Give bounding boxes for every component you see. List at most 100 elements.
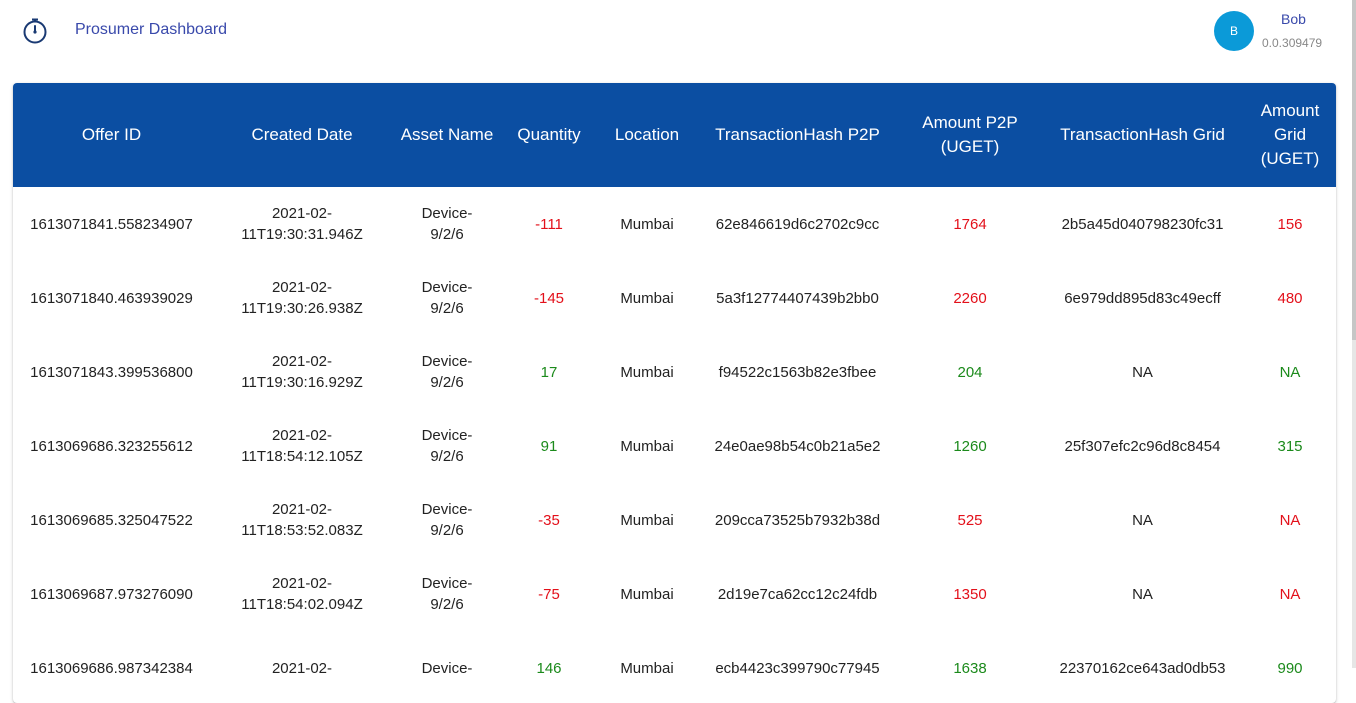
offer-id-cell: 1613069685.325047522 <box>30 511 193 529</box>
header-transaction-hash-p2p[interactable]: TransactionHash P2P <box>715 125 880 144</box>
amount-grid-cell: NA <box>1279 511 1301 529</box>
quantity-cell: -145 <box>533 289 565 307</box>
page-scrollbar[interactable] <box>1352 0 1356 668</box>
offer-id-cell: 1613069686.987342384 <box>30 659 193 677</box>
created-date-cell: 2021-02- 11T19:30:31.946Z <box>210 187 394 261</box>
header-created-date[interactable]: Created Date <box>251 125 353 144</box>
asset-name-part1: Device- <box>421 279 473 296</box>
amount-grid-cell: NA <box>1279 585 1301 603</box>
created-date-part1: 2021-02- <box>271 501 333 518</box>
offer-id-cell: 1613071840.463939029 <box>30 289 193 307</box>
scrollbar-thumb[interactable] <box>1352 0 1356 340</box>
user-balance: 0.0.309479 <box>1262 36 1323 50</box>
table-row[interactable]: 1613071841.558234907 2021-02- 11T19:30:31… <box>13 187 1336 261</box>
table-row[interactable]: 1613069685.325047522 2021-02- 11T18:53:52… <box>13 483 1336 557</box>
amount-p2p-cell: 1350 <box>953 585 987 603</box>
created-date-cell: 2021-02- 11T18:53:52.083Z <box>210 483 394 557</box>
transaction-hash-p2p-cell: 209cca73525b7932b38d <box>714 511 881 529</box>
quantity-cell: 91 <box>540 437 558 455</box>
asset-name-part2: 9/2/6 <box>430 448 464 465</box>
quantity-cell: -111 <box>535 215 563 233</box>
transaction-hash-p2p-cell: f94522c1563b82e3fbee <box>718 363 877 381</box>
created-date-cell: 2021-02- <box>210 631 394 703</box>
header-offer-id[interactable]: Offer ID <box>81 125 142 144</box>
transaction-hash-grid-cell: 22370162ce643ad0db53 <box>1059 659 1226 677</box>
asset-name-cell: Device- 9/2/6 <box>394 187 500 261</box>
asset-name-cell: Device- 9/2/6 <box>394 557 500 631</box>
location-cell: Mumbai <box>620 289 674 307</box>
created-date-cell: 2021-02- 11T18:54:02.094Z <box>210 557 394 631</box>
table-row[interactable]: 1613069686.987342384 2021-02- Device- 14… <box>13 631 1336 703</box>
location-cell: Mumbai <box>620 511 674 529</box>
table-row[interactable]: 1613071843.399536800 2021-02- 11T19:30:16… <box>13 335 1336 409</box>
asset-name-part1: Device- <box>421 575 473 592</box>
asset-name-cell: Device- 9/2/6 <box>394 409 500 483</box>
speedometer-icon[interactable] <box>22 18 48 44</box>
header-transaction-hash-grid[interactable]: TransactionHash Grid <box>1060 125 1225 144</box>
amount-p2p-cell: 1638 <box>953 659 987 677</box>
header-amount-grid[interactable]: Amount Grid (UGET) <box>1260 101 1320 168</box>
offers-table: Offer ID Created Date Asset Name Quantit… <box>13 83 1336 703</box>
table-row[interactable]: 1613071840.463939029 2021-02- 11T19:30:26… <box>13 261 1336 335</box>
asset-name-part2: 9/2/6 <box>430 226 464 243</box>
asset-name-part1: Device- <box>421 659 473 677</box>
amount-p2p-cell: 525 <box>957 511 983 529</box>
quantity-cell: -75 <box>538 585 560 603</box>
created-date-part1: 2021-02- <box>271 279 333 296</box>
transaction-hash-grid-cell: 25f307efc2c96d8c8454 <box>1064 437 1221 455</box>
amount-grid-cell: NA <box>1279 363 1301 381</box>
transaction-hash-p2p-cell: 62e846619d6c2702c9cc <box>715 215 880 233</box>
asset-name-cell: Device- 9/2/6 <box>394 261 500 335</box>
amount-grid-cell: 156 <box>1277 215 1303 233</box>
header-quantity[interactable]: Quantity <box>517 125 581 144</box>
amount-p2p-cell: 1764 <box>953 215 987 233</box>
created-date-part2: 11T18:54:02.094Z <box>241 596 363 613</box>
transaction-hash-grid-cell: NA <box>1132 585 1153 603</box>
offer-id-cell: 1613071843.399536800 <box>30 363 193 381</box>
amount-grid-cell: 315 <box>1277 437 1303 455</box>
offer-id-cell: 1613069687.973276090 <box>30 585 193 603</box>
created-date-part2: 11T19:30:31.946Z <box>241 226 363 243</box>
transaction-hash-p2p-cell: 5a3f12774407439b2bb0 <box>716 289 879 307</box>
offers-table-card: Offer ID Created Date Asset Name Quantit… <box>13 83 1336 703</box>
asset-name-part2: 9/2/6 <box>430 374 464 391</box>
transaction-hash-grid-cell: NA <box>1132 511 1153 529</box>
quantity-cell: 17 <box>540 363 558 381</box>
offer-id-cell: 1613069686.323255612 <box>30 437 193 455</box>
transaction-hash-p2p-cell: 2d19e7ca62cc12c24fdb <box>717 585 878 603</box>
asset-name-cell: Device- <box>394 631 500 703</box>
created-date-part1: 2021-02- <box>271 353 333 370</box>
created-date-part2: 11T19:30:16.929Z <box>241 374 363 391</box>
created-date-part2: 11T18:54:12.105Z <box>241 448 363 465</box>
created-date-cell: 2021-02- 11T19:30:16.929Z <box>210 335 394 409</box>
asset-name-part1: Device- <box>421 501 473 518</box>
offer-id-cell: 1613071841.558234907 <box>30 215 193 233</box>
asset-name-part2: 9/2/6 <box>430 300 464 317</box>
transaction-hash-grid-cell: 2b5a45d040798230fc31 <box>1061 215 1224 233</box>
created-date-part2: 11T19:30:26.938Z <box>241 300 363 317</box>
user-name: Bob <box>1281 11 1306 27</box>
table-row[interactable]: 1613069687.973276090 2021-02- 11T18:54:02… <box>13 557 1336 631</box>
asset-name-part2: 9/2/6 <box>430 522 464 539</box>
created-date-part1: 2021-02- <box>271 575 333 592</box>
created-date-cell: 2021-02- 11T18:54:12.105Z <box>210 409 394 483</box>
transaction-hash-p2p-cell: ecb4423c399790c77945 <box>715 659 880 677</box>
created-date-part1: 2021-02- <box>271 427 333 444</box>
header-amount-p2p[interactable]: Amount P2P (UGET) <box>922 113 1018 156</box>
amount-p2p-cell: 2260 <box>953 289 987 307</box>
amount-grid-cell: 990 <box>1277 659 1303 677</box>
asset-name-part1: Device- <box>421 205 473 222</box>
quantity-cell: -35 <box>538 511 560 529</box>
asset-name-cell: Device- 9/2/6 <box>394 335 500 409</box>
table-row[interactable]: 1613069686.323255612 2021-02- 11T18:54:12… <box>13 409 1336 483</box>
amount-p2p-cell: 1260 <box>953 437 987 455</box>
user-avatar[interactable]: B <box>1214 11 1254 51</box>
location-cell: Mumbai <box>620 585 674 603</box>
app-title[interactable]: Prosumer Dashboard <box>75 21 228 38</box>
header-asset-name[interactable]: Asset Name <box>400 125 494 144</box>
table-header-row: Offer ID Created Date Asset Name Quantit… <box>13 83 1336 187</box>
header-location[interactable]: Location <box>614 125 680 144</box>
transaction-hash-p2p-cell: 24e0ae98b54c0b21a5e2 <box>714 437 881 455</box>
amount-grid-cell: 480 <box>1277 289 1303 307</box>
transaction-hash-grid-cell: 6e979dd895d83c49ecff <box>1064 289 1221 307</box>
